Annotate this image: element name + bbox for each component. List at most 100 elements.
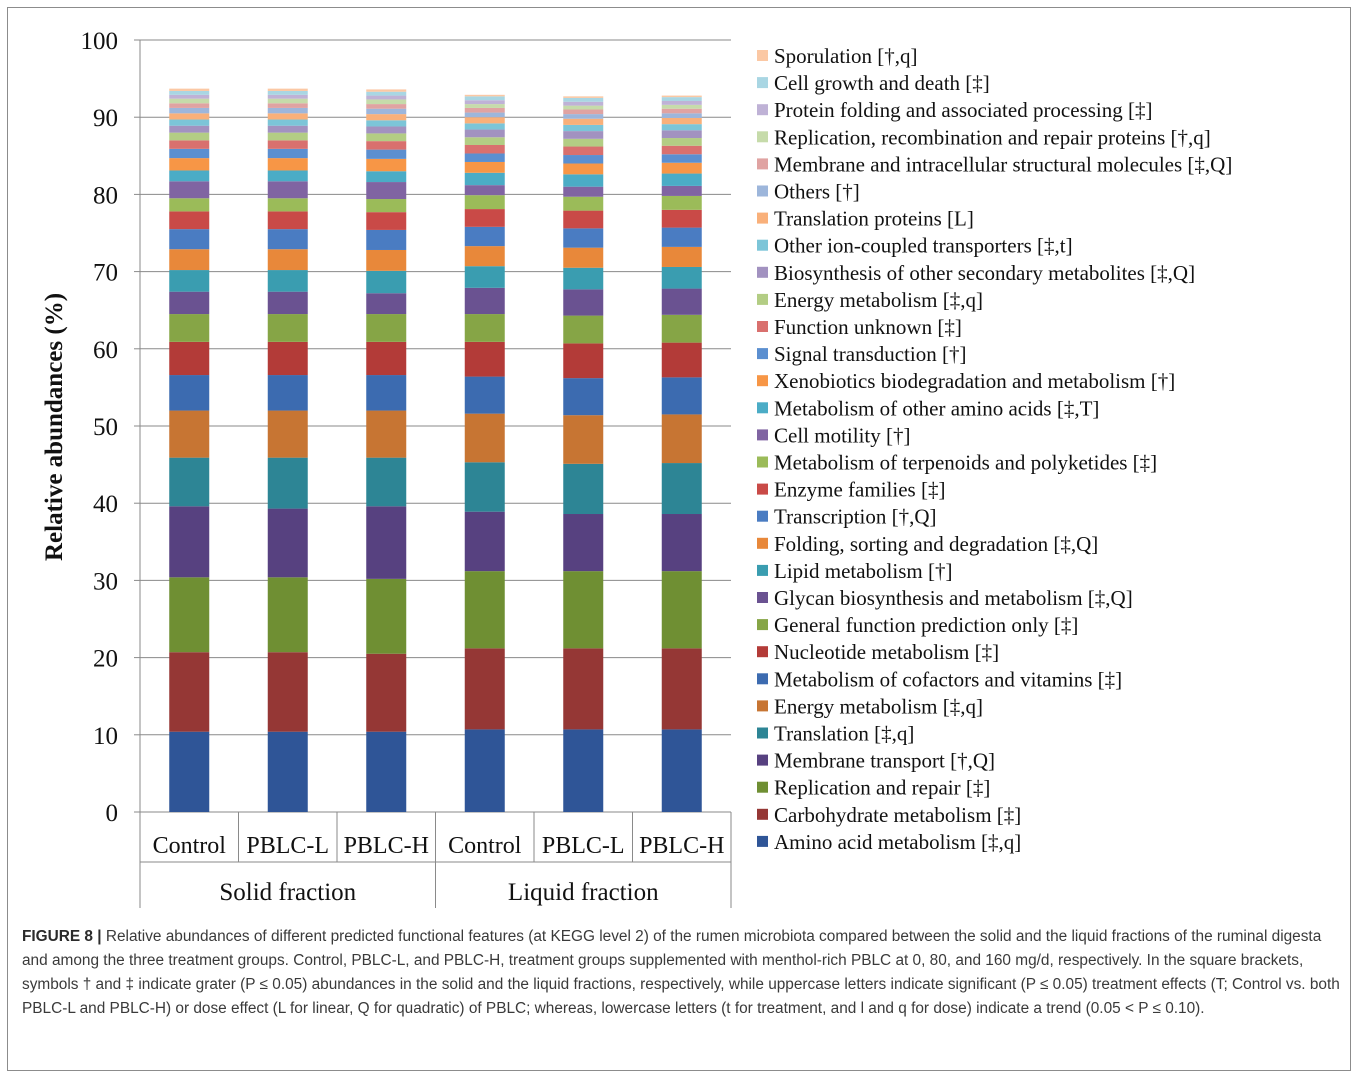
axes: 0 10 20 30 40 50 60 70 80 90 100 Control PBLC-L PBLC-… — [81, 28, 732, 908]
bar-segment — [661, 104, 702, 109]
legend-swatch — [757, 239, 768, 251]
bar-segment — [267, 158, 308, 171]
bar-segment — [169, 140, 210, 149]
bar-segment — [366, 114, 407, 121]
bar-segment — [464, 185, 505, 196]
y-tick-label: 0 — [106, 800, 119, 827]
bar-segment — [661, 571, 702, 649]
legend-label: Translation proteins [L] — [774, 207, 974, 231]
bar-segment — [464, 112, 505, 118]
legend-item: Translation [‡,q] — [757, 722, 914, 746]
bar-segment — [267, 198, 308, 212]
bar-segment — [366, 341, 407, 376]
legend-item: Carbohydrate metabolism [‡] — [757, 803, 1021, 827]
y-tick-label: 50 — [93, 414, 118, 441]
bar-segment — [169, 211, 210, 230]
bar-segment — [366, 171, 407, 183]
legend-swatch — [757, 321, 768, 332]
x-group-label: Liquid fraction — [508, 879, 659, 906]
legend-swatch — [757, 537, 768, 549]
bar-segment — [661, 108, 702, 114]
bar-segment — [464, 226, 505, 247]
bar-segment — [464, 314, 505, 342]
legend-label: Function unknown [‡] — [774, 315, 962, 339]
bar-segment — [464, 729, 505, 812]
bar-segment — [464, 144, 505, 154]
bar-segment — [169, 148, 210, 159]
legend-swatch — [757, 456, 768, 468]
legend-swatch — [757, 185, 768, 197]
legend-label: Metabolism of cofactors and vitamins [‡] — [774, 667, 1122, 691]
bar-segment — [661, 729, 702, 812]
y-axis-title: Relative abundances (%) — [41, 293, 68, 561]
legend-swatch — [757, 700, 768, 712]
legend-item: Replication and repair [‡] — [757, 776, 990, 800]
bar-segment — [464, 413, 505, 463]
legend-item: Energy metabolism [‡,q] — [757, 694, 983, 718]
legend-item: General function prediction only [‡] — [757, 613, 1078, 637]
legend-swatch — [757, 158, 768, 170]
bar-segment — [366, 578, 407, 654]
bar-segment — [169, 90, 210, 95]
bar-segment — [464, 462, 505, 512]
legend-swatch — [757, 293, 768, 305]
legend-swatch — [757, 402, 768, 414]
legend-item: Energy metabolism [‡,q] — [757, 288, 983, 312]
x-tick-label: PBLC-H — [344, 833, 429, 859]
bar-segment — [563, 514, 604, 572]
legend-item: Lipid metabolism [†] — [757, 559, 952, 583]
bar-segment — [464, 571, 505, 649]
bar-segment — [661, 124, 702, 131]
bar-segment — [661, 377, 702, 415]
bar-segment — [563, 163, 604, 175]
bar-segment — [661, 463, 702, 515]
bar-segment — [464, 266, 505, 288]
legend-label: Energy metabolism [‡,q] — [774, 694, 983, 718]
legend-item: Biosynthesis of other secondary metaboli… — [757, 261, 1195, 285]
bar-segment — [464, 287, 505, 315]
bar-segment — [169, 457, 210, 507]
bar-segment — [661, 113, 702, 118]
legend-swatch — [757, 808, 768, 820]
legend-label: General function prediction only [‡] — [774, 613, 1078, 637]
bar-segment — [464, 195, 505, 210]
bar-segment — [563, 118, 604, 125]
legend-swatch — [757, 781, 768, 793]
bar-segment — [169, 125, 210, 133]
y-tick-label: 30 — [93, 568, 118, 595]
bar-segment — [366, 293, 407, 315]
bar-segment — [169, 113, 210, 120]
legend-label: Cell motility [†] — [774, 423, 911, 447]
legend-item: Amino acid metabolism [‡,q] — [757, 830, 1021, 854]
legend-item: Other ion-coupled transporters [‡,t] — [757, 234, 1073, 258]
legend-label: Translation [‡,q] — [774, 722, 914, 746]
legend-label: Membrane transport [†,Q] — [774, 749, 995, 773]
bar-segment — [563, 315, 604, 344]
bar-segment — [267, 119, 308, 126]
legend-item: Metabolism of terpenoids and polyketides… — [757, 451, 1157, 475]
bar-segment — [563, 155, 604, 164]
bar-segment — [563, 124, 604, 132]
legend-swatch — [757, 104, 768, 116]
bar-segment — [661, 648, 702, 730]
gridlines — [140, 39, 731, 813]
bar-segment — [366, 199, 407, 213]
legend-label: Metabolism of other amino acids [‡,T] — [774, 396, 1099, 420]
bar-segment — [563, 101, 604, 106]
bar-segment — [563, 463, 604, 515]
legend-swatch — [757, 510, 768, 522]
legend-swatch — [757, 266, 768, 278]
bar-segment — [661, 288, 702, 315]
legend: Sporulation [†,q] Cell growth and death [… — [757, 44, 1232, 854]
bar-segment — [563, 228, 604, 248]
bar-segment — [366, 104, 407, 109]
bar-segment — [366, 249, 407, 271]
bar-segment — [563, 343, 604, 379]
legend-label: Transcription [†,Q] — [774, 505, 937, 529]
stacked-bar-chart: 0 10 20 30 40 50 60 70 80 90 100 Control PBLC-L PBLC-… — [41, 28, 1232, 908]
bar-segment — [267, 170, 308, 182]
bar-segment — [661, 209, 702, 228]
legend-label: Replication and repair [‡] — [774, 776, 990, 800]
legend-item: Cell growth and death [‡] — [757, 71, 990, 95]
legend-swatch — [757, 646, 768, 658]
